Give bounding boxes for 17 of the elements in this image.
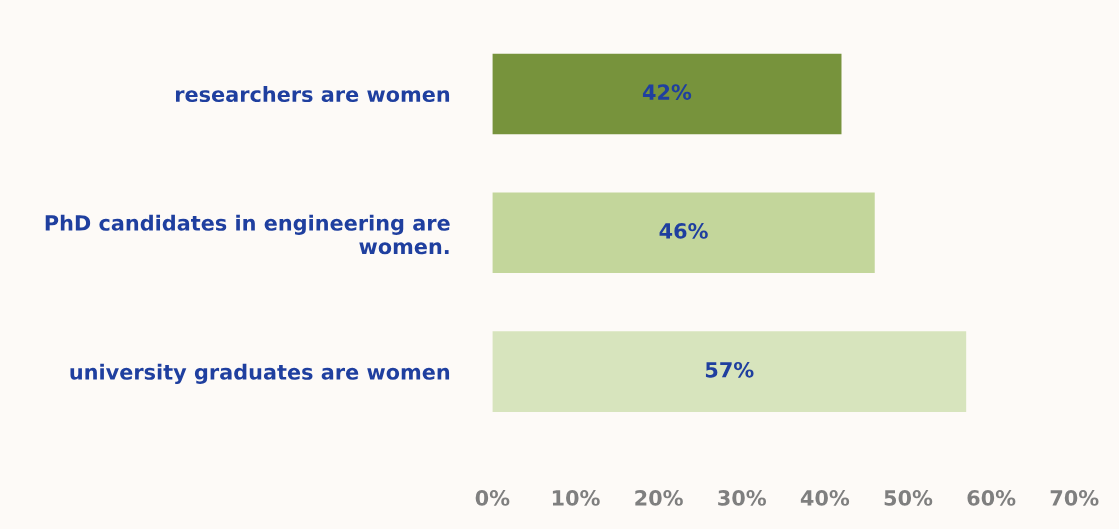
y-tick-label: researchers are women bbox=[175, 85, 450, 103]
bar bbox=[492, 53, 842, 135]
x-tick-label: 40% bbox=[800, 490, 850, 506]
data-label: 57% bbox=[705, 361, 754, 378]
x-tick-label: 20% bbox=[635, 490, 683, 506]
data-label: 46% bbox=[659, 223, 708, 239]
x-tick-label: 60% bbox=[967, 490, 1016, 506]
data-label: 42% bbox=[642, 84, 692, 100]
x-tick-label: 50% bbox=[884, 490, 933, 506]
x-tick-label: 10% bbox=[552, 490, 600, 506]
bar bbox=[492, 192, 875, 274]
x-tick-label: 70% bbox=[1050, 490, 1099, 506]
x-tick-label: 0% bbox=[475, 490, 510, 506]
x-tick-label: 30% bbox=[718, 490, 767, 506]
bar bbox=[492, 331, 967, 412]
y-tick-label: PhD candidates in engineering are women. bbox=[45, 214, 450, 255]
y-tick-label: university graduates are women bbox=[70, 363, 450, 385]
